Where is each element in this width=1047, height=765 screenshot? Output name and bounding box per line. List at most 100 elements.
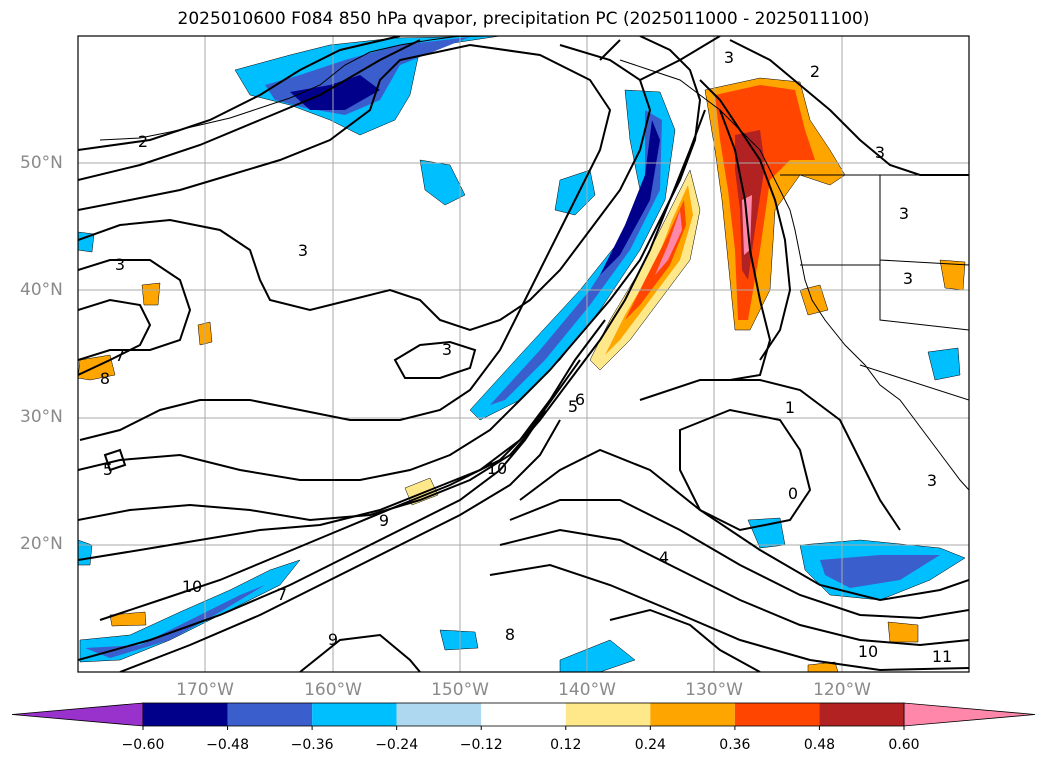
pc-negative-core	[820, 555, 940, 588]
lon-tick-label: 140°W	[558, 680, 616, 700]
contour-label: 3	[927, 471, 937, 490]
state-borders	[800, 175, 969, 331]
colorbar-tick-label: −0.12	[459, 737, 503, 753]
contour-line	[78, 298, 152, 376]
contour-label: 0	[788, 484, 798, 503]
contour-line	[679, 408, 812, 532]
contour-label: 1	[785, 398, 795, 417]
contour-line	[639, 379, 901, 531]
contour-line	[499, 528, 969, 647]
pc-negative-region	[78, 231, 95, 253]
contour-line	[78, 319, 606, 561]
colorbar-tick-label: −0.60	[121, 737, 165, 753]
contour-line	[509, 499, 969, 620]
pc-negative-core	[600, 120, 660, 275]
contour-label: 11	[932, 647, 952, 666]
colorbar-frame	[142, 702, 905, 727]
colorbar-extend-low	[11, 702, 144, 727]
contour-line	[78, 259, 192, 361]
contour-label: 4	[659, 548, 669, 567]
contour-label: 3	[442, 340, 452, 359]
lon-tick-label: 130°W	[685, 680, 743, 700]
contour-line	[78, 39, 421, 181]
colorbar-segment	[650, 703, 735, 726]
colorbar	[11, 702, 1036, 730]
lon-tick-label: 160°W	[304, 680, 362, 700]
contour-label: 3	[875, 143, 885, 162]
contour-label: 9	[379, 511, 389, 530]
colorbar-tick-label: −0.36	[290, 737, 334, 753]
pc-positive-region	[799, 284, 829, 316]
colorbar-segment	[227, 703, 313, 726]
contour-line	[599, 36, 721, 81]
contour-label: 3	[115, 255, 125, 274]
contour-label: 8	[505, 625, 515, 644]
contour-label: 5	[103, 460, 113, 479]
colorbar-segment	[481, 703, 566, 726]
contour-line	[393, 340, 477, 379]
contour-label: 7	[115, 346, 125, 365]
lon-tick-label: 120°W	[813, 680, 871, 700]
contour-label: 5	[568, 397, 578, 416]
contours	[78, 36, 969, 672]
pc-negative-region	[559, 639, 636, 672]
shaded-fields	[78, 36, 966, 672]
contour-label: 6	[575, 390, 585, 409]
contour-label: 10	[858, 642, 878, 661]
contour-line	[699, 79, 792, 361]
pc-negative-region	[927, 347, 961, 381]
contour-label: 3	[903, 269, 913, 288]
contour-line	[78, 109, 706, 522]
pc-negative-region	[419, 159, 466, 206]
contour-line	[489, 563, 969, 672]
graticule	[78, 36, 969, 672]
coastline-alaska	[99, 36, 461, 141]
contour-line	[119, 419, 561, 672]
pc-positive-region	[141, 282, 161, 306]
colorbar-segment	[565, 703, 651, 726]
contour-line	[519, 448, 969, 602]
pc-positive-core	[655, 210, 682, 275]
colorbar-segment	[143, 703, 228, 726]
contour-label: 2	[138, 132, 148, 151]
chart-title: 2025010600 F084 850 hPa qvapor, precipit…	[177, 9, 870, 29]
contour-label: 10	[182, 577, 202, 596]
colorbar-tick-label: 0.12	[550, 737, 582, 753]
contour-line	[719, 109, 772, 381]
coastline-northamerica	[619, 59, 969, 491]
colorbar-tick-label: −0.48	[206, 737, 249, 753]
lon-tick-label: 170°W	[176, 680, 234, 700]
contour-label: 3	[899, 204, 909, 223]
lon-tick-label: 150°W	[431, 680, 489, 700]
contour-label: 2	[810, 62, 820, 81]
pc-positive-region	[404, 477, 439, 506]
colorbar-extend-high	[903, 702, 1036, 727]
contour-line	[78, 409, 546, 661]
pc-positive-region	[109, 611, 147, 627]
colorbar-segment	[734, 703, 820, 726]
contour-line	[78, 36, 702, 481]
contour-line	[78, 36, 401, 151]
lat-tick-label: 40°N	[20, 280, 63, 300]
contour-label: 10	[487, 459, 507, 478]
contour-label: 3	[724, 48, 734, 67]
border-us-mexico	[859, 364, 969, 401]
colorbar-segment	[819, 703, 904, 726]
lat-tick-label: 50°N	[20, 153, 63, 173]
colorbar-tick-label: 0.48	[803, 737, 836, 753]
contour-line	[103, 448, 127, 472]
contour-label: 9	[328, 630, 338, 649]
contour-line	[78, 43, 612, 441]
colorbar-tick-label: 0.24	[634, 737, 666, 753]
colorbar-tick-label: 0.36	[719, 737, 751, 753]
pc-negative-region	[79, 559, 301, 663]
colorbar-segment	[396, 703, 482, 726]
lat-tick-label: 20°N	[20, 534, 63, 554]
pc-negative-region	[439, 629, 479, 651]
contour-label: 7	[277, 585, 287, 604]
lat-tick-label: 30°N	[20, 407, 63, 427]
pc-negative-core	[85, 585, 265, 658]
colorbar-tick-label: 0.60	[888, 737, 920, 753]
contour-label: 3	[298, 241, 308, 260]
